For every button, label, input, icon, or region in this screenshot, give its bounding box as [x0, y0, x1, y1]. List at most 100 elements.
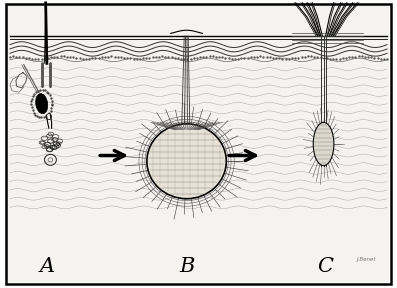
Point — [292, 56, 298, 60]
Point — [54, 54, 61, 59]
Point — [46, 77, 53, 82]
Point — [295, 55, 301, 60]
Point — [58, 54, 64, 59]
Point — [286, 56, 292, 61]
Point — [235, 56, 241, 61]
Point — [362, 54, 368, 59]
Point — [152, 54, 159, 59]
Point — [61, 54, 67, 59]
Point — [44, 113, 51, 117]
Point — [39, 68, 46, 73]
Point — [70, 55, 77, 60]
Point — [46, 63, 53, 68]
Point — [184, 56, 191, 61]
Point — [168, 55, 175, 60]
Point — [38, 115, 44, 120]
Point — [77, 56, 83, 60]
Point — [241, 56, 248, 60]
Point — [42, 114, 49, 119]
Point — [26, 56, 32, 60]
Point — [327, 56, 333, 61]
Point — [127, 56, 133, 61]
Point — [29, 56, 35, 61]
Point — [273, 56, 279, 60]
Point — [46, 111, 52, 115]
Point — [314, 55, 320, 59]
Point — [137, 56, 143, 61]
Text: A: A — [40, 257, 55, 276]
Point — [93, 56, 99, 60]
Point — [118, 55, 124, 59]
Point — [304, 54, 311, 59]
Point — [352, 54, 358, 59]
Point — [206, 54, 213, 59]
Point — [48, 98, 55, 103]
Point — [39, 63, 46, 67]
Point — [39, 79, 46, 83]
Point — [51, 55, 58, 59]
Point — [96, 55, 102, 60]
Point — [37, 88, 44, 92]
Point — [49, 103, 55, 107]
Point — [222, 56, 229, 60]
Text: J.Benet: J.Benet — [357, 257, 377, 262]
Point — [31, 110, 37, 115]
Point — [39, 84, 46, 89]
Point — [124, 56, 130, 60]
Point — [257, 54, 264, 59]
Point — [156, 54, 162, 59]
Point — [45, 56, 51, 60]
Point — [210, 54, 216, 59]
Point — [35, 88, 41, 93]
Point — [333, 56, 339, 61]
Point — [39, 71, 46, 76]
Point — [279, 56, 286, 61]
Point — [30, 94, 36, 98]
Point — [48, 96, 54, 100]
Point — [298, 55, 304, 59]
Point — [46, 65, 53, 70]
Point — [39, 62, 46, 67]
Point — [44, 89, 50, 94]
Point — [39, 61, 46, 66]
Point — [108, 54, 114, 59]
Point — [33, 90, 39, 94]
Point — [374, 56, 381, 61]
Text: C: C — [318, 257, 333, 276]
Point — [99, 55, 105, 60]
Point — [219, 55, 225, 60]
Point — [40, 115, 47, 120]
Point — [29, 105, 35, 110]
Point — [46, 75, 53, 80]
Point — [48, 55, 54, 60]
Point — [111, 54, 118, 59]
Point — [49, 101, 55, 106]
Point — [46, 66, 53, 71]
Point — [358, 54, 365, 59]
Point — [46, 74, 53, 78]
Point — [187, 56, 194, 61]
Point — [311, 54, 317, 59]
Point — [140, 56, 146, 61]
Point — [39, 80, 46, 85]
Point — [102, 54, 108, 59]
Point — [121, 55, 127, 60]
Point — [194, 56, 200, 60]
Point — [191, 56, 197, 60]
Point — [105, 54, 111, 59]
Point — [39, 65, 46, 70]
Point — [29, 96, 35, 101]
Point — [39, 70, 46, 74]
Point — [276, 56, 283, 61]
Point — [381, 56, 387, 61]
Point — [46, 83, 53, 88]
Point — [86, 56, 93, 61]
Point — [165, 55, 172, 59]
Point — [80, 56, 86, 61]
Point — [39, 82, 46, 87]
Point — [267, 55, 273, 59]
Point — [324, 56, 330, 60]
Ellipse shape — [313, 122, 334, 166]
Point — [39, 83, 46, 88]
Point — [46, 75, 53, 79]
